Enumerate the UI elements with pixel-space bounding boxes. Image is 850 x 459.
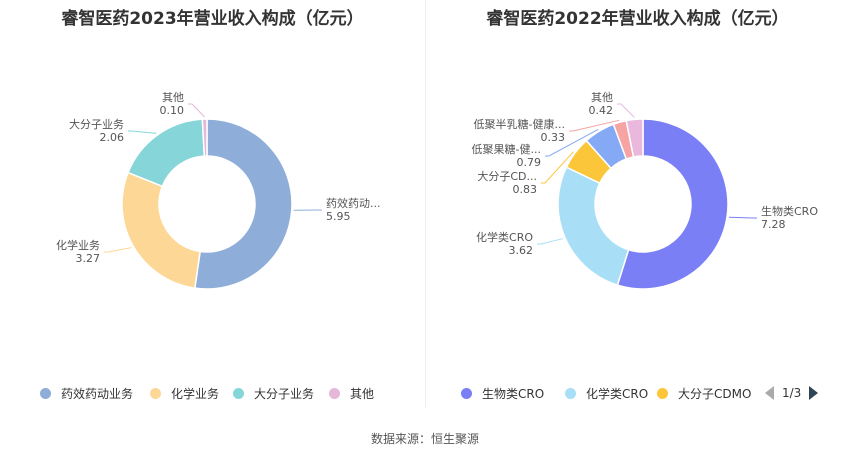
label-leader-line <box>569 119 620 132</box>
legend-pager: 1/3 <box>765 383 819 403</box>
legend-item-化学业务[interactable]: 化学业务 <box>150 383 219 403</box>
legend-item-大分子CDMO[interactable]: 大分子CDMO <box>657 383 751 403</box>
legend-item-大分子业务[interactable]: 大分子业务 <box>233 383 314 403</box>
label-leader-line <box>128 130 157 134</box>
legend-label: 化学类CRO <box>586 386 649 401</box>
legend-marker <box>233 387 244 399</box>
slice-category-label: 其他 <box>162 91 184 104</box>
slice-category-label: 大分子CD... <box>477 169 537 183</box>
donut-slice[interactable] <box>625 118 644 158</box>
legend-label: 生物类CRO <box>482 386 545 401</box>
slice-value-label: 0.10 <box>160 104 185 117</box>
donut-slice[interactable] <box>557 166 630 287</box>
slice-category-label: 化学业务 <box>56 238 100 252</box>
donut-slice[interactable] <box>616 118 729 290</box>
donut-slice[interactable] <box>201 118 208 157</box>
slice-value-label: 0.33 <box>541 131 566 144</box>
legend-item-生物类CRO[interactable]: 生物类CRO <box>461 383 544 403</box>
chart-panel-2022: 睿智医药2022年营业收入构成（亿元） 生物类CRO 7.28 化学类CRO 3.62… <box>425 0 850 410</box>
legend-label: 化学业务 <box>171 386 220 401</box>
label-leader-line <box>541 151 574 184</box>
slice-category-label: 其他 <box>591 91 613 104</box>
legend-item-化学类CRO[interactable]: 化学类CRO <box>565 383 648 403</box>
legend-item-其他[interactable]: 其他 <box>329 383 374 403</box>
label-leader-line <box>545 129 599 157</box>
donut-slice[interactable] <box>193 118 293 290</box>
slice-category-label: 生物类CRO <box>761 204 818 218</box>
legend-marker <box>329 387 340 399</box>
legend-page-indicator: 1/3 <box>782 386 802 400</box>
legend-2022: 生物类CRO 化学类CRO 大分子CDMO 1/3 <box>425 383 850 403</box>
label-leader-line <box>617 103 635 118</box>
donut-slice[interactable] <box>127 118 206 188</box>
legend-label: 大分子业务 <box>254 386 315 401</box>
slice-value-label: 7.28 <box>761 218 786 231</box>
slice-category-label: 低聚半乳糖-健康... <box>474 117 565 131</box>
label-leader-line <box>188 103 205 118</box>
legend-marker <box>40 387 51 399</box>
next-page-icon[interactable] <box>809 386 819 400</box>
slice-category-label: 大分子业务 <box>69 117 124 131</box>
label-leader-line <box>728 216 757 219</box>
legend-marker <box>657 387 668 399</box>
slice-value-label: 3.62 <box>509 244 534 257</box>
legend-marker <box>565 387 576 399</box>
slice-category-label: 低聚果糖-健... <box>472 142 541 156</box>
slice-value-label: 0.83 <box>513 183 538 196</box>
legend-item-药效药动业务[interactable]: 药效药动业务 <box>40 383 133 403</box>
label-leader-line <box>104 247 132 253</box>
slice-value-label: 5.95 <box>326 210 351 223</box>
slice-category-label: 药效药动... <box>326 196 381 210</box>
legend-label: 药效药动业务 <box>61 386 134 401</box>
donut-slice[interactable] <box>121 171 201 289</box>
previous-page-icon[interactable] <box>765 386 774 400</box>
legend-label: 大分子CDMO <box>678 386 752 401</box>
chart-title-2022: 睿智医药2022年营业收入构成（亿元） <box>486 9 789 29</box>
legend-marker <box>150 387 161 399</box>
slice-value-label: 0.79 <box>517 156 542 169</box>
slice-value-label: 0.42 <box>589 104 614 117</box>
legend-label: 其他 <box>350 386 375 401</box>
data-source-note: 数据来源：恒生聚源 <box>370 432 479 446</box>
legend-marker <box>461 387 472 399</box>
legend-2023: 药效药动业务 化学业务 大分子业务 其他 <box>0 383 425 403</box>
slice-value-label: 3.27 <box>76 252 101 265</box>
chart-title-2023: 睿智医药2023年营业收入构成（亿元） <box>61 9 364 29</box>
chart-panel-2023: 睿智医药2023年营业收入构成（亿元） 药效药动... 5.95 化学业务 3.27 大… <box>0 0 425 410</box>
slice-category-label: 化学类CRO <box>476 230 533 244</box>
panel-divider <box>425 0 426 408</box>
label-leader-line <box>537 238 564 245</box>
slice-value-label: 2.06 <box>100 131 125 144</box>
